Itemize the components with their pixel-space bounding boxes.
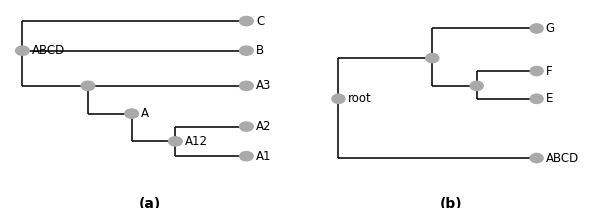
Circle shape [470, 81, 483, 90]
Circle shape [530, 154, 543, 163]
Circle shape [239, 122, 253, 131]
Circle shape [16, 46, 29, 55]
Circle shape [530, 66, 543, 76]
Circle shape [530, 94, 543, 103]
Circle shape [169, 137, 182, 146]
Circle shape [426, 53, 439, 63]
Circle shape [239, 46, 253, 55]
Text: (b): (b) [439, 197, 462, 208]
Text: A12: A12 [185, 135, 208, 148]
Text: G: G [546, 22, 555, 35]
Text: A3: A3 [256, 79, 271, 92]
Text: A: A [141, 107, 149, 120]
Text: C: C [256, 15, 264, 27]
Circle shape [239, 16, 253, 26]
Text: (a): (a) [138, 197, 161, 208]
Text: A2: A2 [256, 120, 271, 133]
Text: ABCD: ABCD [32, 44, 65, 57]
Circle shape [239, 152, 253, 161]
Circle shape [332, 94, 345, 103]
Text: A1: A1 [256, 150, 271, 163]
Text: ABCD: ABCD [546, 152, 579, 165]
Text: B: B [256, 44, 264, 57]
Circle shape [81, 81, 95, 90]
Circle shape [530, 24, 543, 33]
Text: root: root [347, 92, 371, 105]
Text: F: F [546, 64, 553, 78]
Text: E: E [546, 92, 553, 105]
Circle shape [125, 109, 139, 118]
Circle shape [239, 81, 253, 90]
